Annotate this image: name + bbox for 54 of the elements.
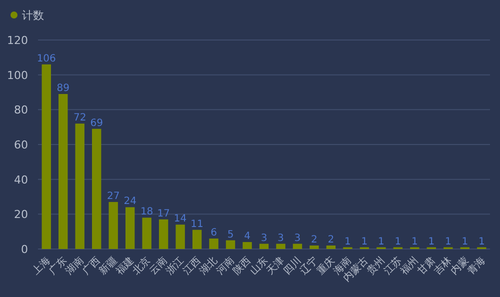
data-label: 17 <box>157 208 170 220</box>
bar <box>292 244 302 249</box>
y-tick-label: 0 <box>21 243 28 256</box>
data-label: 1 <box>444 236 452 248</box>
data-label: 14 <box>174 214 187 225</box>
bar <box>125 207 135 249</box>
data-label: 69 <box>90 118 103 129</box>
y-tick-label: 60 <box>14 138 28 152</box>
bar <box>209 238 218 249</box>
y-tick-label: 20 <box>14 208 28 222</box>
data-label: 1 <box>378 236 384 248</box>
legend-label: 计数 <box>22 9 44 22</box>
y-tick-label: 120 <box>7 34 28 47</box>
bar <box>58 94 68 249</box>
bar <box>142 218 152 249</box>
bar <box>276 244 286 249</box>
data-label: 6 <box>210 228 217 239</box>
bar <box>75 124 84 249</box>
data-label: 2 <box>328 234 334 246</box>
data-label: 72 <box>73 112 86 124</box>
data-label: 89 <box>56 82 70 94</box>
data-label: 1 <box>361 236 368 248</box>
data-label: 27 <box>106 190 120 202</box>
bar <box>158 219 168 249</box>
data-label: 11 <box>190 218 204 230</box>
data-label: 1 <box>411 236 418 248</box>
bar <box>176 224 185 249</box>
data-label: 1 <box>428 236 435 248</box>
data-label: 3 <box>260 232 268 244</box>
data-label: 3 <box>294 232 301 244</box>
data-label: 1 <box>478 236 485 248</box>
bar <box>259 244 269 249</box>
bar <box>92 128 102 249</box>
data-label: 1 <box>394 236 402 248</box>
bar <box>242 242 252 249</box>
data-label: 5 <box>227 229 234 240</box>
legend: 计数 <box>10 9 44 22</box>
bar <box>108 202 118 249</box>
data-label: 24 <box>124 196 136 208</box>
data-label: 18 <box>140 206 154 218</box>
data-label: 2 <box>311 234 318 246</box>
data-label: 1 <box>462 236 468 248</box>
bar <box>192 230 202 249</box>
data-label: 3 <box>278 232 284 244</box>
data-label: 106 <box>36 53 56 64</box>
bar <box>310 246 319 249</box>
data-label: 1 <box>344 236 351 248</box>
bar <box>226 240 236 249</box>
y-tick-label: 40 <box>14 173 28 186</box>
bar <box>326 246 336 249</box>
y-tick-label: 80 <box>14 104 28 117</box>
bar <box>42 64 51 249</box>
data-label: 4 <box>244 231 250 242</box>
y-tick-label: 100 <box>7 68 28 82</box>
